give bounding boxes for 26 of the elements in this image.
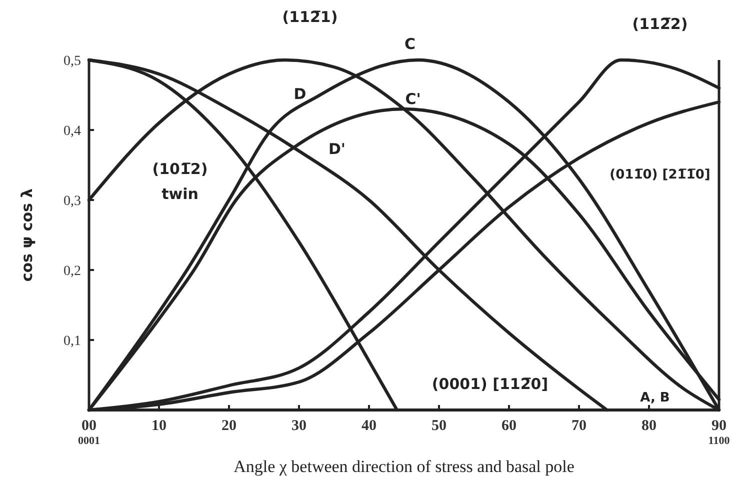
y-tick-label: 0,5 [64, 54, 81, 69]
x-tick-label: 80 [642, 418, 656, 434]
annotation: D [294, 85, 306, 104]
annotation: (101̅2) [152, 160, 208, 178]
x-tick-label: 50 [432, 418, 446, 434]
y-tick-label: 0,1 [64, 334, 81, 349]
annotation: (011̅0) [21̅1̅0] [610, 168, 710, 183]
y-tick-label: 0,2 [64, 264, 81, 279]
text: (112̅1) [282, 8, 338, 26]
y-tick-label: 0,3 [64, 194, 81, 209]
x-tick-label: 10 [152, 418, 166, 434]
y-axis-title: cos ψ cos λ [18, 188, 36, 282]
x-tick-label: 20 [222, 418, 236, 434]
annotation: (0001) [112̅0] [432, 375, 548, 394]
x-axis-title: Angle χ between direction of stress and basal pole [234, 457, 574, 476]
annotation: twin [162, 185, 198, 204]
x-tick-label: 30 [292, 418, 306, 434]
x-tick-label: 70 [572, 418, 586, 434]
x-tick-label: 40 [362, 418, 376, 434]
y-tick-label: 0,4 [64, 124, 81, 139]
text: C [404, 35, 416, 54]
text: (112̅2) [632, 15, 688, 34]
annotation: D' [328, 140, 346, 158]
annotation: A, B [640, 390, 670, 406]
annotation: C' [405, 90, 421, 108]
x-tick-label: 60 [502, 418, 516, 434]
